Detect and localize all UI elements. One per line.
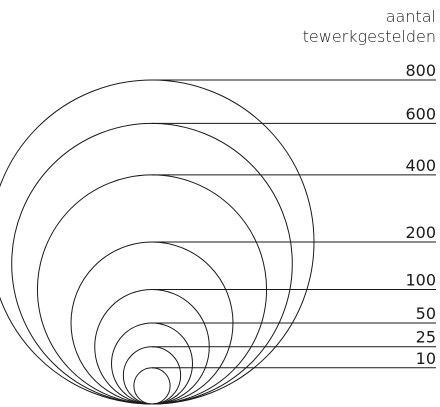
circle-label-10: 10	[416, 349, 436, 368]
circle-600	[11, 122, 293, 405]
legend-title-line2: tewerkgestelden	[302, 27, 436, 46]
circle-label-25: 25	[416, 328, 436, 347]
circle-25	[122, 346, 182, 405]
circle-50	[111, 322, 193, 405]
circle-label-800: 800	[405, 61, 436, 80]
circle-label-100: 100	[405, 270, 436, 289]
legend-title-line1: aantal	[385, 7, 436, 26]
circle-label-400: 400	[405, 156, 436, 175]
circle-label-50: 50	[416, 304, 436, 323]
circle-10	[133, 367, 171, 405]
circle-label-200: 200	[405, 223, 436, 242]
circle-label-600: 600	[405, 104, 436, 123]
